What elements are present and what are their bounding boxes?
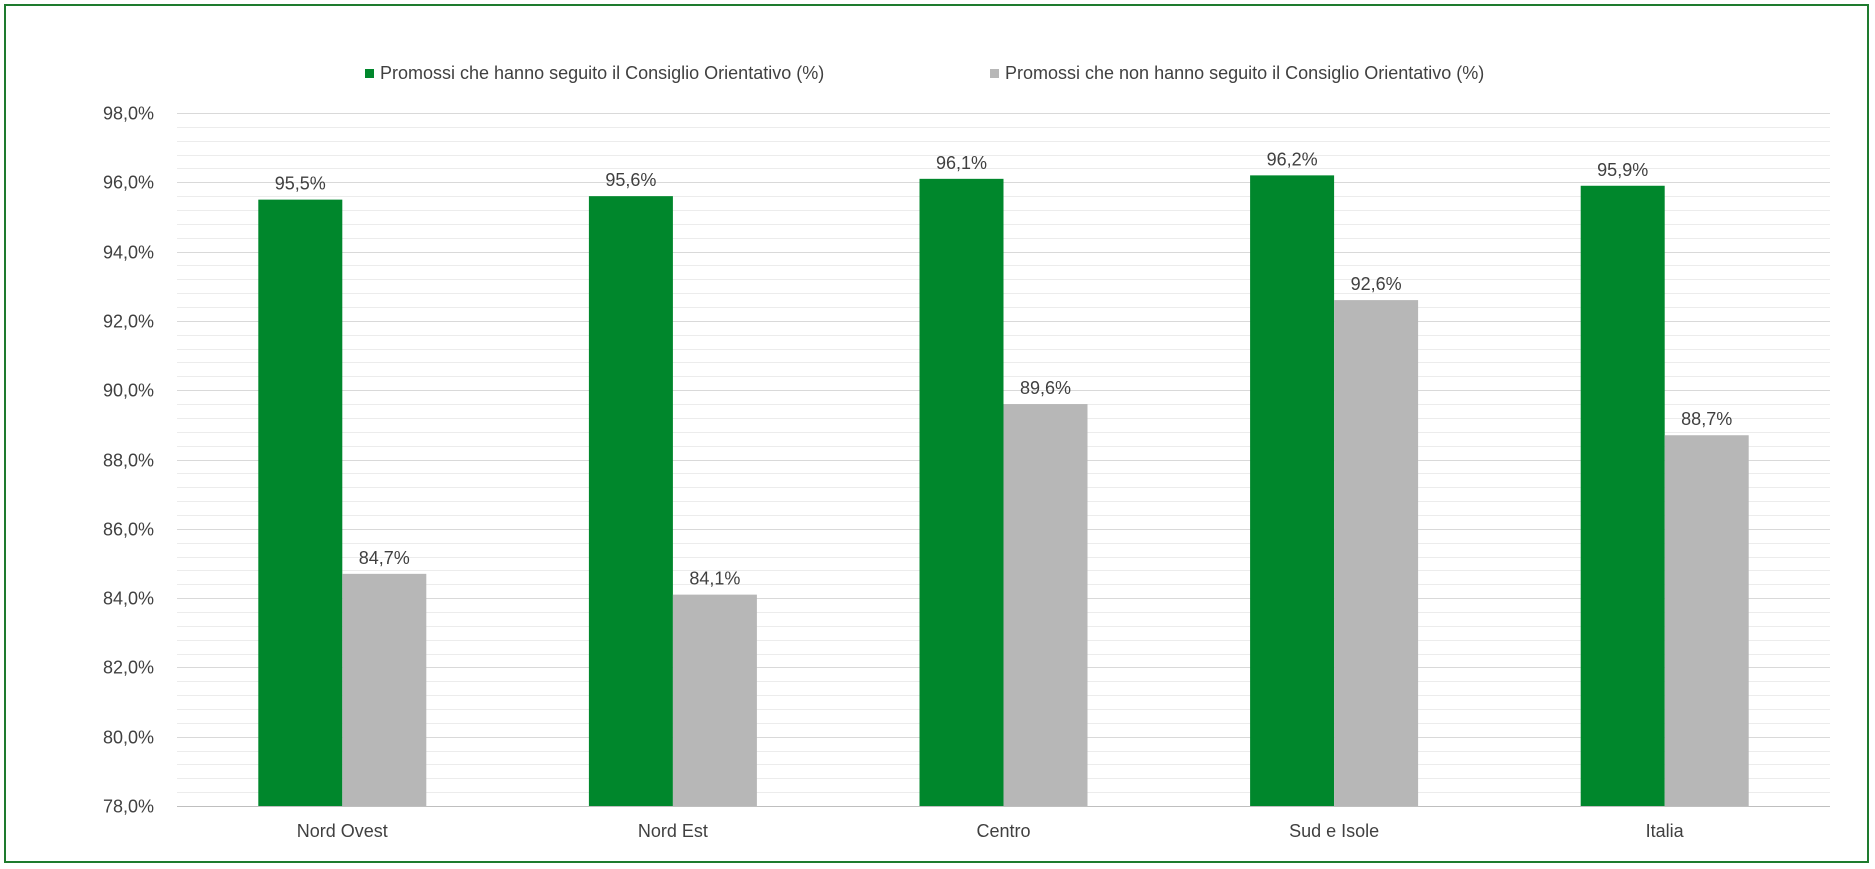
legend-swatch	[365, 69, 374, 78]
y-tick-label: 88,0%	[103, 451, 154, 471]
data-label: 95,5%	[275, 174, 326, 194]
bar	[1334, 300, 1419, 806]
y-tick-label: 98,0%	[103, 104, 154, 124]
bar	[258, 199, 343, 806]
y-tick-label: 84,0%	[103, 589, 154, 609]
data-labels: 95,5% 84,7% 95,6% 84,1% 96,1% 89,6% 96,2% 92,6%…	[275, 149, 1732, 588]
data-label: 92,6%	[1351, 274, 1402, 294]
bar	[1250, 175, 1335, 806]
y-tick-label: 82,0%	[103, 658, 154, 678]
data-label: 95,6%	[605, 170, 656, 190]
x-axis: Nord Ovest Nord Est Centro Sud e Isole Itali…	[297, 821, 1685, 841]
x-tick-label: Nord Ovest	[297, 821, 388, 841]
bar	[588, 196, 673, 806]
data-label: 84,1%	[689, 569, 740, 589]
bars	[258, 175, 1749, 806]
y-tick-label: 90,0%	[103, 381, 154, 401]
y-tick-label: 80,0%	[103, 728, 154, 748]
y-tick-label: 94,0%	[103, 243, 154, 263]
y-tick-label: 86,0%	[103, 520, 154, 540]
y-tick-label: 96,0%	[103, 173, 154, 193]
bar	[342, 573, 427, 806]
data-label: 96,2%	[1267, 149, 1318, 169]
bar	[1664, 435, 1749, 806]
x-tick-label: Nord Est	[638, 821, 708, 841]
data-label: 95,9%	[1597, 160, 1648, 180]
legend-label: Promossi che non hanno seguito il Consig…	[1005, 63, 1484, 83]
data-label: 88,7%	[1681, 409, 1732, 429]
bar	[1003, 404, 1088, 806]
x-tick-label: Italia	[1646, 821, 1685, 841]
x-tick-label: Sud e Isole	[1289, 821, 1379, 841]
y-tick-label: 78,0%	[103, 797, 154, 817]
data-label: 89,6%	[1020, 378, 1071, 398]
y-axis: 78,0% 80,0% 82,0% 84,0% 86,0% 88,0% 90,0% 92,0%…	[103, 104, 154, 817]
bar	[672, 594, 757, 806]
data-label: 96,1%	[936, 153, 987, 173]
x-tick-label: Centro	[976, 821, 1030, 841]
bar	[919, 178, 1004, 806]
y-tick-label: 92,0%	[103, 312, 154, 332]
data-label: 84,7%	[359, 548, 410, 568]
bar	[1580, 185, 1665, 806]
legend-label: Promossi che hanno seguito il Consiglio …	[380, 63, 824, 83]
legend: Promossi che hanno seguito il Consiglio …	[365, 63, 1484, 83]
legend-swatch	[990, 69, 999, 78]
